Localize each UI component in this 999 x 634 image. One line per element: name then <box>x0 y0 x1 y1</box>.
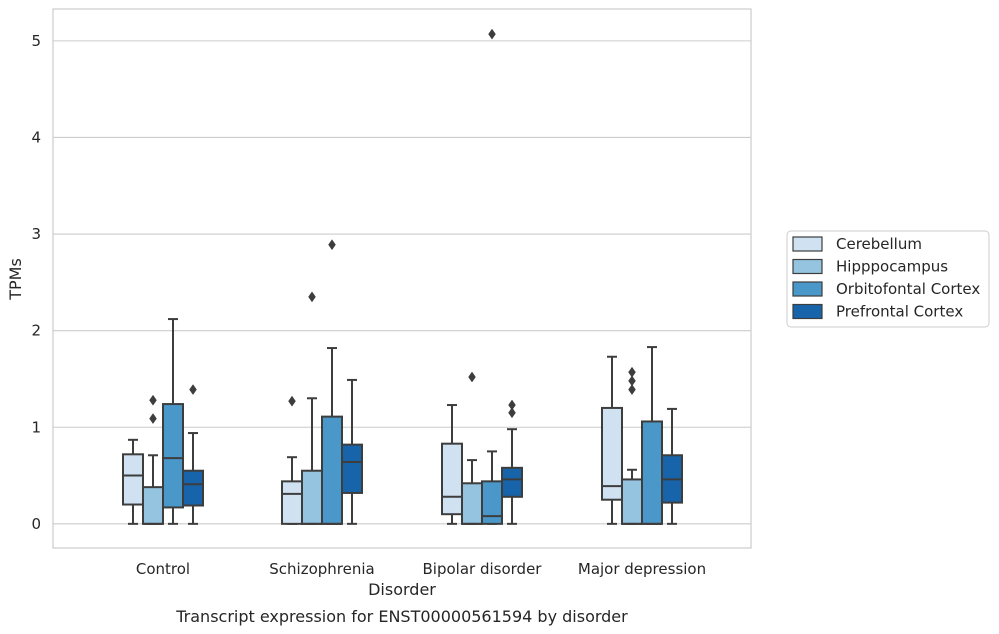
outlier-point <box>328 239 336 251</box>
box <box>621 366 643 525</box>
outlier-point <box>628 366 636 378</box>
outlier-point <box>288 395 296 407</box>
box-body <box>162 403 184 509</box>
legend-swatch <box>792 303 823 320</box>
box <box>182 384 204 525</box>
box-body <box>281 480 303 525</box>
outlier-point <box>189 384 197 396</box>
box <box>441 404 463 525</box>
outlier-point <box>628 375 636 387</box>
y-axis-ticks: 0 1 2 3 4 5 <box>31 32 41 533</box>
box <box>301 291 323 525</box>
box-body <box>481 480 503 525</box>
box-body <box>341 443 363 494</box>
y-tick-label: 4 <box>31 128 41 146</box>
y-tick-label: 1 <box>31 418 41 436</box>
legend-frame <box>786 230 990 328</box>
outlier-point <box>149 413 157 424</box>
legend: Cerebellum Hipppocampus Orbitofontal Corte… <box>786 230 990 328</box>
box <box>162 318 184 525</box>
x-axis-ticks: Control Schizophrenia Bipolar disorder Majo… <box>136 560 706 578</box>
y-tick-label: 2 <box>31 322 41 340</box>
box <box>341 378 363 525</box>
box <box>641 346 663 525</box>
box-body <box>601 406 623 501</box>
series-prefrontal-cortex <box>182 378 683 525</box>
legend-item: Prefrontal Cortex <box>792 303 963 321</box>
box-body <box>641 420 663 525</box>
box <box>601 355 623 525</box>
legend-item: Hipppocampus <box>792 258 948 276</box>
box-body <box>122 453 144 506</box>
box-body <box>301 469 323 525</box>
legend-label: Prefrontal Cortex <box>836 303 963 321</box>
outlier-point <box>149 394 157 406</box>
x-tick-label: Major depression <box>578 560 706 578</box>
y-tick-label: 5 <box>31 32 41 50</box>
box-body <box>501 466 523 498</box>
legend-swatch <box>792 236 823 252</box>
y-tick-label: 3 <box>31 225 41 243</box>
box-body <box>142 486 164 525</box>
box <box>281 395 303 525</box>
outlier-point <box>488 28 496 40</box>
legend-label: Cerebellum <box>836 235 922 253</box>
chart-caption: Transcript expression for ENST0000056159… <box>175 607 628 626</box>
legend-swatch <box>792 281 823 297</box>
outlier-point <box>508 399 516 411</box>
box-plot-series <box>122 28 683 525</box>
outlier-point <box>308 291 316 303</box>
series-cerebellum <box>122 355 623 525</box>
outlier-point <box>628 384 636 396</box>
x-tick-label: Control <box>136 560 190 578</box>
y-axis-label: TPMs <box>6 258 25 301</box>
box <box>321 239 343 525</box>
legend-label: Hipppocampus <box>836 258 948 276</box>
outlier-point <box>468 371 476 383</box>
box-body <box>621 478 643 525</box>
box-body <box>461 482 483 525</box>
x-tick-label: Schizophrenia <box>269 560 374 578</box>
series-hipppocampus <box>142 291 643 525</box>
box <box>481 28 503 525</box>
box <box>501 399 523 525</box>
box <box>461 371 483 525</box>
box <box>661 407 683 525</box>
outlier-point <box>508 407 516 419</box>
legend-item: Cerebellum <box>792 235 922 253</box>
plot-frame <box>52 8 752 549</box>
box-body <box>182 469 204 507</box>
box-body <box>321 415 343 525</box>
x-axis-label: Disorder <box>368 580 436 599</box>
box-body <box>441 442 463 516</box>
legend-label: Orbitofontal Cortex <box>836 280 980 298</box>
legend-swatch <box>792 258 823 275</box>
y-tick-label: 0 <box>31 515 41 533</box>
legend-item: Orbitofontal Cortex <box>792 280 980 298</box>
series-orbitofontal-cortex <box>162 28 663 525</box>
x-tick-label: Bipolar disorder <box>423 560 543 578</box>
box <box>122 438 144 525</box>
box <box>142 394 164 525</box>
